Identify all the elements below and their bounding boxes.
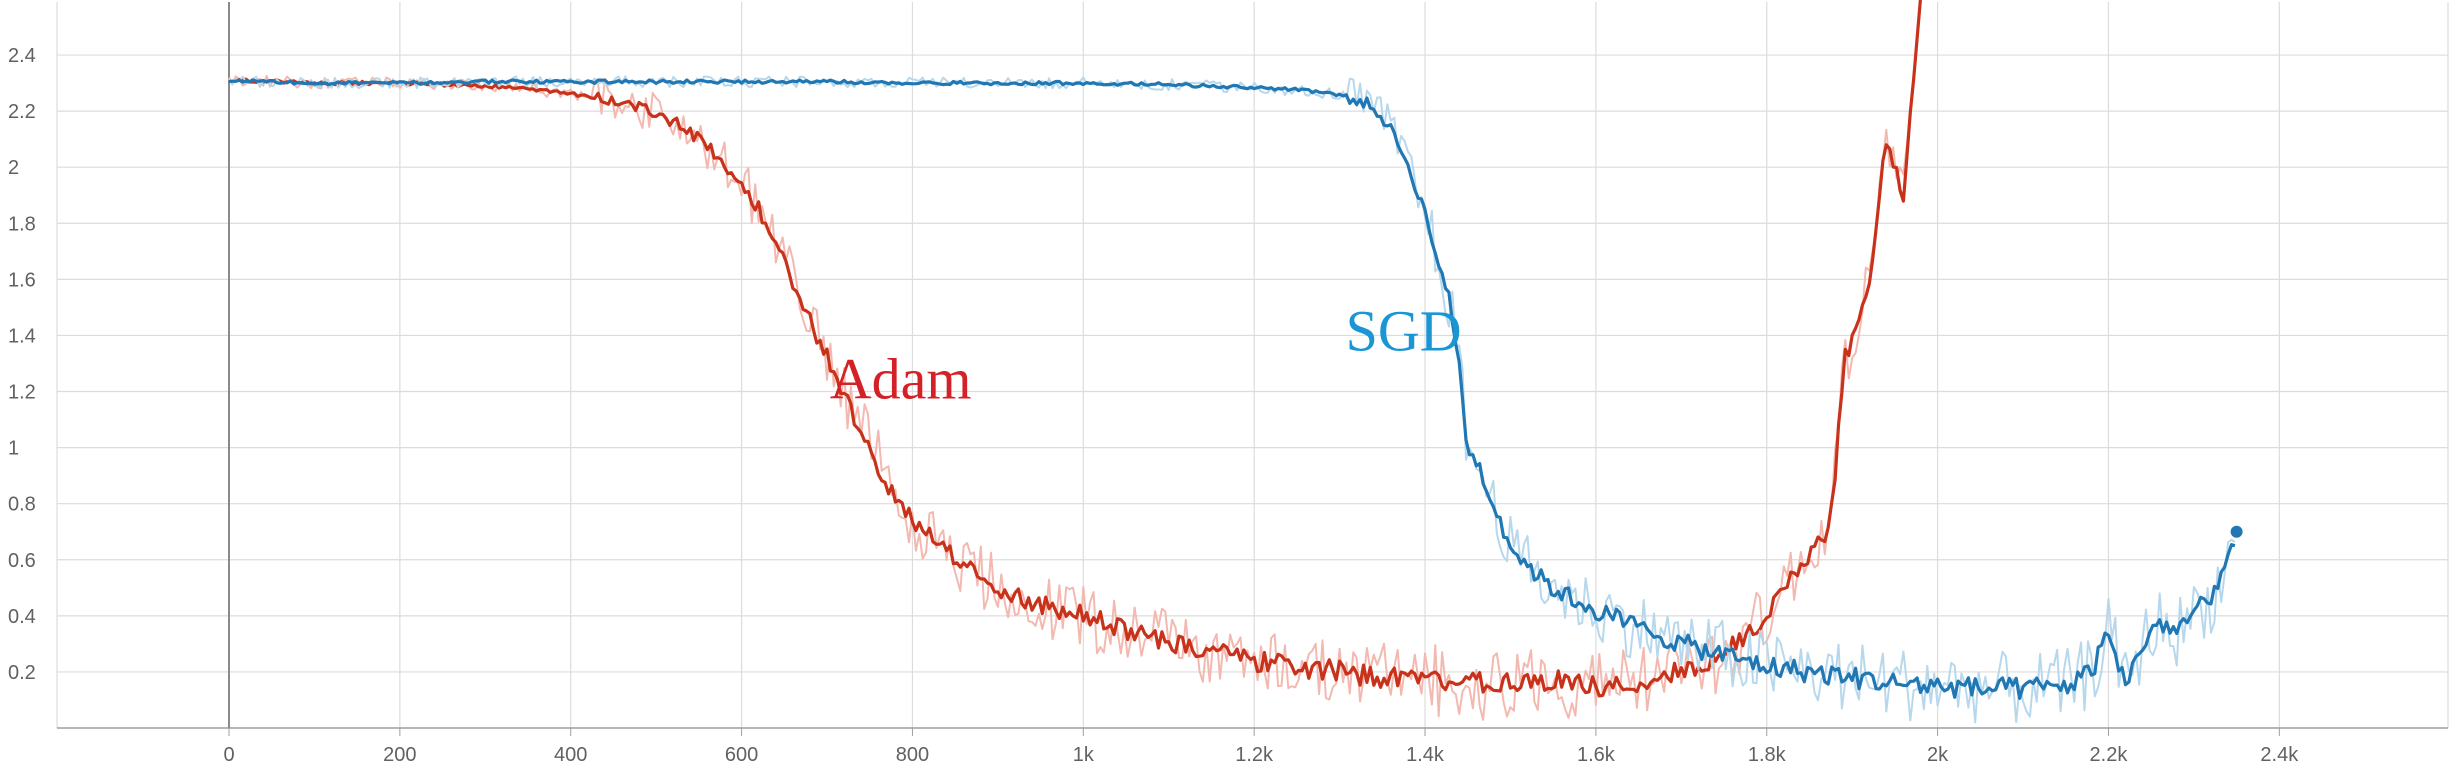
x-axis-ticks: 0 200 400 600 800 1k 1.2k 1.4k 1.6k 1.8k 2k 2.2k 2.4…: [223, 728, 2299, 766]
series-annotations: Adam SGD: [830, 299, 1462, 412]
y-tick-label: 0.6: [8, 550, 36, 572]
y-axis-ticks: 0.2 0.4 0.6 0.8 1 1.2 1.4 1.6 1.8 2 2.2 2.4: [8, 45, 36, 684]
series-line-sgd: [228, 78, 2236, 700]
y-tick-label: 0.8: [8, 494, 36, 516]
x-tick-label: 1.8k: [1748, 744, 1787, 766]
x-tick-label: 1.2k: [1235, 744, 1274, 766]
x-tick-label: 2.4k: [2260, 744, 2299, 766]
x-tick-label: 2k: [1927, 744, 1949, 766]
y-tick-label: 1: [8, 438, 19, 460]
axes: [57, 2, 2448, 729]
y-tick-label: 2.2: [8, 101, 36, 123]
x-tick-label: 400: [554, 744, 587, 766]
grid-lines: [56, 2, 2449, 728]
y-tick-label: 1.2: [8, 382, 36, 404]
x-tick-label: 0: [223, 744, 234, 766]
x-tick-label: 1k: [1073, 744, 1095, 766]
series-end-marker: [2230, 525, 2243, 538]
y-tick-label: 0.2: [8, 662, 36, 684]
series-label-adam: Adam: [830, 346, 972, 411]
y-tick-label: 1.8: [8, 213, 36, 235]
y-tick-label: 2: [8, 157, 19, 179]
series-label-sgd: SGD: [1346, 299, 1462, 364]
series-lines: [228, 0, 2243, 724]
x-tick-label: 1.6k: [1577, 744, 1616, 766]
y-tick-label: 0.4: [8, 606, 36, 628]
x-tick-label: 200: [383, 744, 416, 766]
y-tick-label: 2.4: [8, 45, 36, 67]
series-raw-line-adam: [228, 0, 1921, 721]
y-tick-label: 1.4: [8, 325, 36, 347]
x-tick-label: 2.2k: [2090, 744, 2129, 766]
x-tick-label: 1.4k: [1406, 744, 1445, 766]
series-raw-line-sgd: [228, 75, 2236, 724]
y-tick-label: 1.6: [8, 269, 36, 291]
x-tick-label: 800: [896, 744, 929, 766]
series-line-adam: [228, 0, 1922, 698]
x-tick-label: 600: [725, 744, 758, 766]
